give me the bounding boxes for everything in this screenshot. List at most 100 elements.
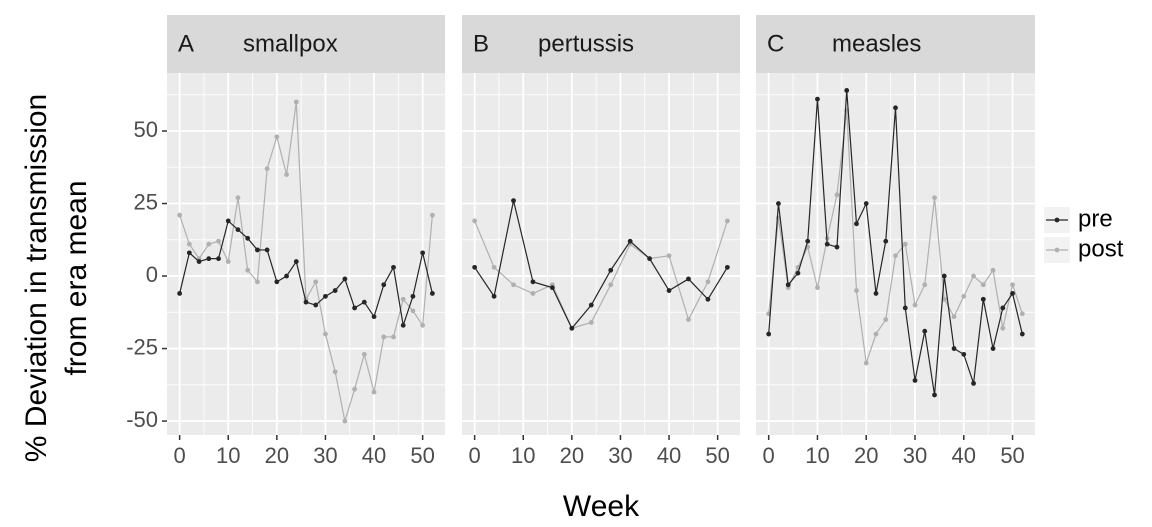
data-point — [284, 172, 289, 177]
data-point — [627, 238, 633, 244]
panel-title: smallpox — [243, 30, 338, 57]
data-point — [293, 259, 299, 264]
data-point — [511, 198, 516, 204]
data-point — [216, 256, 221, 262]
x-axis-title: Week — [563, 490, 640, 523]
x-tick-label: 20 — [265, 443, 289, 468]
data-point — [293, 99, 299, 105]
data-point — [400, 296, 406, 302]
data-point — [724, 264, 730, 270]
x-tick-label: 30 — [313, 443, 337, 468]
panel-label: A — [178, 30, 194, 57]
data-point — [893, 253, 898, 259]
data-point — [980, 296, 986, 302]
data-point — [352, 305, 358, 311]
data-point — [1010, 291, 1015, 296]
data-point — [400, 322, 406, 328]
data-point — [371, 389, 377, 395]
data-point — [245, 267, 251, 273]
data-point — [971, 273, 976, 279]
x-tick-label: 50 — [1000, 443, 1024, 468]
data-point — [245, 235, 251, 241]
data-point — [381, 282, 387, 288]
legend-label: pre — [1078, 205, 1113, 232]
data-point — [854, 221, 859, 227]
data-point — [186, 241, 192, 247]
data-point — [922, 282, 928, 288]
data-point — [883, 238, 889, 244]
data-point — [608, 282, 614, 288]
data-point — [863, 360, 869, 366]
data-point — [912, 378, 918, 383]
y-tick-label: 50 — [134, 117, 158, 142]
data-point — [941, 273, 947, 279]
x-tick-label: 40 — [362, 443, 386, 468]
x-tick-label: 50 — [410, 443, 434, 468]
x-tick-label: 40 — [657, 443, 681, 468]
strip-background — [756, 15, 1035, 73]
data-point — [990, 346, 996, 351]
data-point — [381, 334, 387, 340]
data-point — [177, 291, 183, 296]
data-point — [1010, 282, 1015, 288]
data-point — [472, 218, 478, 224]
strip-background — [167, 15, 445, 73]
data-point — [420, 250, 426, 256]
data-point — [429, 291, 435, 296]
panel-background — [462, 73, 740, 435]
y-tick-label: 0 — [146, 262, 158, 287]
data-point — [608, 267, 614, 273]
data-point — [196, 259, 202, 264]
data-point — [922, 328, 928, 334]
data-point — [834, 192, 840, 198]
data-point — [254, 247, 260, 253]
data-point — [961, 351, 967, 357]
y-axis-title: from era mean — [60, 180, 93, 375]
data-point — [177, 212, 183, 218]
data-point — [491, 293, 497, 299]
data-point — [1000, 325, 1006, 331]
data-point — [980, 282, 986, 288]
data-point — [686, 276, 691, 282]
data-point — [206, 256, 212, 262]
data-point — [391, 264, 396, 270]
data-point — [206, 241, 212, 247]
data-point — [352, 386, 358, 392]
data-point — [785, 282, 791, 288]
panel-label: C — [767, 30, 784, 57]
data-point — [284, 273, 289, 279]
data-point — [429, 212, 435, 218]
y-tick-label: -50 — [126, 407, 158, 432]
data-point — [303, 299, 309, 305]
data-point — [186, 250, 192, 256]
data-point — [666, 288, 672, 293]
data-point — [569, 325, 575, 331]
data-point — [491, 264, 497, 270]
x-tick-label: 40 — [952, 443, 976, 468]
data-point — [342, 276, 348, 282]
data-point — [932, 195, 937, 201]
legend-label: post — [1078, 235, 1124, 262]
y-tick-label: -25 — [126, 334, 158, 359]
strip-background — [462, 15, 740, 73]
data-point — [805, 238, 811, 244]
data-point — [332, 369, 338, 375]
data-point — [332, 288, 338, 293]
data-point — [932, 392, 937, 398]
data-point — [361, 351, 367, 357]
data-point — [686, 317, 691, 322]
data-point — [854, 288, 859, 293]
data-point — [342, 418, 348, 424]
data-point — [235, 195, 241, 201]
data-point — [254, 279, 260, 285]
panel-label: B — [473, 30, 489, 57]
data-point — [873, 331, 879, 337]
x-tick-label: 30 — [608, 443, 632, 468]
data-point — [264, 166, 270, 172]
data-point — [472, 264, 478, 270]
data-point — [588, 302, 594, 308]
data-point — [1019, 331, 1025, 337]
data-point — [705, 279, 711, 285]
panel-background — [167, 73, 445, 435]
